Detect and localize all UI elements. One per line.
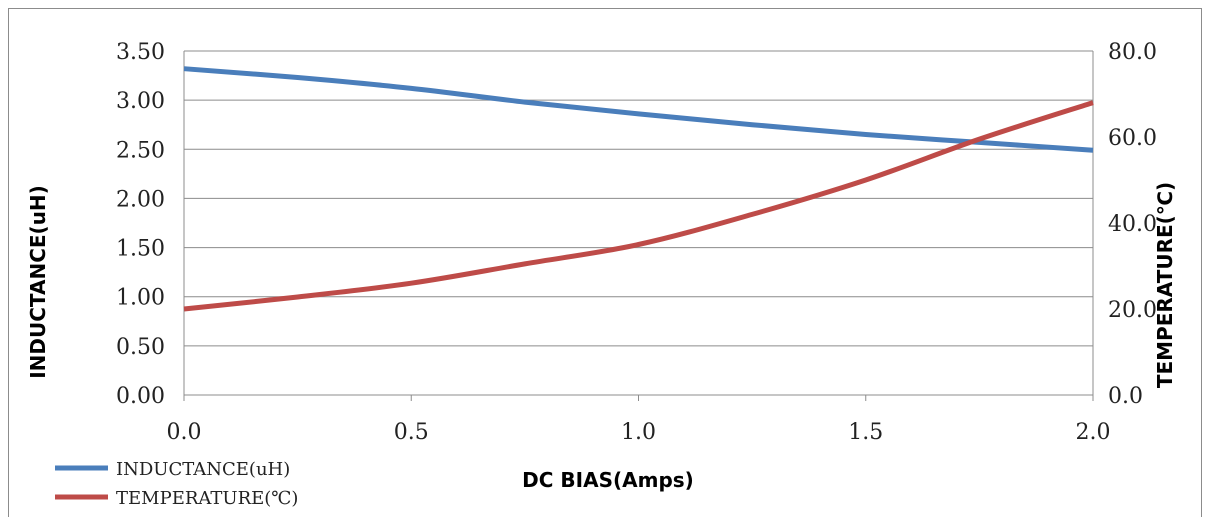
y2-tick-label: 60.0 [1108, 126, 1157, 151]
y2-tick-label: 0.0 [1108, 384, 1143, 409]
y-tick-label: 2.50 [116, 138, 165, 163]
gridlines [183, 50, 1094, 396]
x-tick-label: 0.5 [394, 420, 429, 445]
x-tick-label: 1.0 [621, 420, 656, 445]
legend-label-temperature: TEMPERATURE(℃) [116, 488, 298, 509]
y2-tick-label: 20.0 [1108, 298, 1157, 323]
y-tick-label: 3.00 [116, 89, 165, 114]
right-axis-ticks: 0.0 20.0 40.0 60.0 80.0 [1108, 40, 1157, 409]
chart-frame [8, 8, 1202, 517]
y-tick-label: 1.50 [116, 237, 165, 262]
y2-axis-title: TEMPERATURE(℃) [1153, 182, 1177, 388]
y2-tick-label: 80.0 [1108, 40, 1157, 65]
series-line-inductance [183, 66, 1094, 153]
legend: INDUCTANCE(uH) TEMPERATURE(℃) [55, 459, 298, 509]
legend-label-inductance: INDUCTANCE(uH) [116, 459, 290, 480]
x-tick-label: 1.5 [848, 420, 883, 445]
y-tick-label: 0.50 [116, 335, 165, 360]
x-tick-label: 0.0 [167, 420, 202, 445]
x-axis-title: DC BIAS(Amps) [522, 468, 694, 492]
series-lines [183, 66, 1094, 312]
x-axis-ticks: 0.0 0.5 1.0 1.5 2.0 [167, 395, 1111, 445]
y-tick-label: 3.50 [116, 40, 165, 65]
y-tick-label: 0.00 [116, 384, 165, 409]
series-line-temperature [183, 100, 1094, 312]
left-axis-ticks: 0.00 0.50 1.00 1.50 2.00 2.50 3.00 3.50 [116, 40, 165, 409]
y-tick-label: 2.00 [116, 187, 165, 212]
y-axis-title: INDUCTANCE(uH) [26, 185, 50, 379]
y-tick-label: 1.00 [116, 286, 165, 311]
y2-tick-label: 40.0 [1108, 212, 1157, 237]
x-tick-label: 2.0 [1076, 420, 1111, 445]
